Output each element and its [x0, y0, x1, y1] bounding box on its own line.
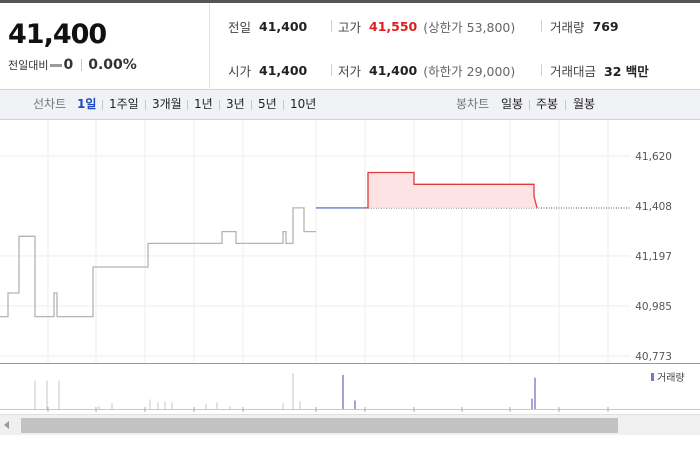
- price-box: 41,400 전일대비 0 0.00%: [0, 3, 210, 90]
- open-label: 시가: [228, 63, 252, 79]
- upper-limit-text: (상한가 53,800): [423, 19, 516, 35]
- scrollbar-thumb[interactable]: [21, 418, 618, 433]
- candle-daily[interactable]: 일봉: [501, 97, 524, 111]
- change-rate: 0.00%: [88, 57, 137, 73]
- change-value: 0: [63, 57, 74, 73]
- period-divider: [102, 100, 103, 110]
- scroll-left-icon[interactable]: [4, 421, 9, 429]
- high-cell: 고가 41,550 (상한가 53,800): [338, 16, 515, 36]
- period-divider: [283, 100, 284, 110]
- amount-value: 32 백만: [604, 63, 649, 79]
- summary-divider: [331, 20, 332, 32]
- period-1w[interactable]: 1주일: [109, 97, 139, 111]
- line-chart-title: 선차트: [33, 97, 67, 111]
- volume-label: 거래량: [550, 19, 585, 35]
- period-3m[interactable]: 3개월: [152, 97, 182, 111]
- summary-divider: [331, 64, 332, 76]
- period-5y[interactable]: 5년: [258, 97, 277, 111]
- prev-close-value: 41,400: [259, 18, 308, 34]
- prev-close-cell: 전일 41,400: [228, 16, 307, 36]
- period-bar: 선차트 1일 1주일 3개월 1년 3년 5년 10년 봉차트 일봉 주봉 월봉: [0, 90, 700, 120]
- period-1y[interactable]: 1년: [194, 97, 213, 111]
- period-divider: [251, 100, 252, 110]
- candle-weekly[interactable]: 주봉: [536, 97, 559, 111]
- change-divider: [81, 59, 83, 71]
- y-tick-label: 40,773: [635, 351, 672, 363]
- change-row: 전일대비 0 0.00%: [8, 56, 137, 74]
- y-tick-label: 41,408: [635, 201, 672, 213]
- y-tick-label: 41,620: [635, 151, 672, 163]
- volume-cell: 거래량 769: [550, 16, 619, 36]
- y-tick-label: 40,985: [635, 301, 672, 313]
- volume-legend-label: 거래량: [657, 372, 685, 384]
- prev-close-label: 전일: [228, 19, 252, 35]
- high-label: 고가: [338, 19, 362, 35]
- volume-panel: 거래량: [0, 363, 700, 412]
- amount-cell: 거래대금 32 백만: [550, 60, 649, 80]
- open-cell: 시가 41,400: [228, 60, 307, 80]
- high-value: 41,550: [369, 18, 418, 34]
- period-divider: [219, 100, 220, 110]
- price-lines: [0, 171, 630, 318]
- period-3y[interactable]: 3년: [226, 97, 245, 111]
- candle-chart-title: 봉차트: [456, 97, 490, 111]
- price-chart: 41,620 41,408 41,197 40,985 40,773 거래량: [0, 120, 700, 412]
- stock-header: 41,400 전일대비 0 0.00% 전일 41,400 고가 41,550 …: [0, 0, 700, 90]
- y-tick-label: 41,197: [635, 251, 672, 263]
- low-cell: 저가 41,400 (하한가 29,000): [338, 60, 515, 80]
- summary-divider: [541, 20, 542, 32]
- lower-limit-text: (하한가 29,000): [423, 63, 516, 79]
- low-value: 41,400: [369, 62, 418, 78]
- low-label: 저가: [338, 63, 362, 79]
- change-label: 전일대비: [8, 59, 49, 72]
- candle-monthly[interactable]: 월봉: [573, 97, 596, 111]
- open-value: 41,400: [259, 62, 308, 78]
- today-price-area: [365, 172, 537, 208]
- today-price-line: [365, 171, 538, 209]
- period-1d[interactable]: 1일: [77, 97, 97, 111]
- summary-divider: [541, 64, 542, 76]
- volume-legend-swatch: [651, 373, 654, 381]
- period-divider: [565, 100, 566, 110]
- period-divider: [187, 100, 188, 110]
- period-divider: [145, 100, 146, 110]
- volume-value: 769: [592, 18, 619, 34]
- chart-grid: [0, 120, 630, 363]
- current-price: 41,400: [8, 19, 107, 50]
- flat-change-icon: [50, 63, 63, 67]
- period-10y[interactable]: 10년: [290, 97, 317, 111]
- previous-price-line: [0, 207, 316, 318]
- amount-label: 거래대금: [550, 63, 597, 79]
- y-axis: 41,620 41,408 41,197 40,985 40,773: [635, 151, 672, 363]
- period-divider: [529, 100, 530, 110]
- chart-scrollbar[interactable]: [0, 414, 700, 435]
